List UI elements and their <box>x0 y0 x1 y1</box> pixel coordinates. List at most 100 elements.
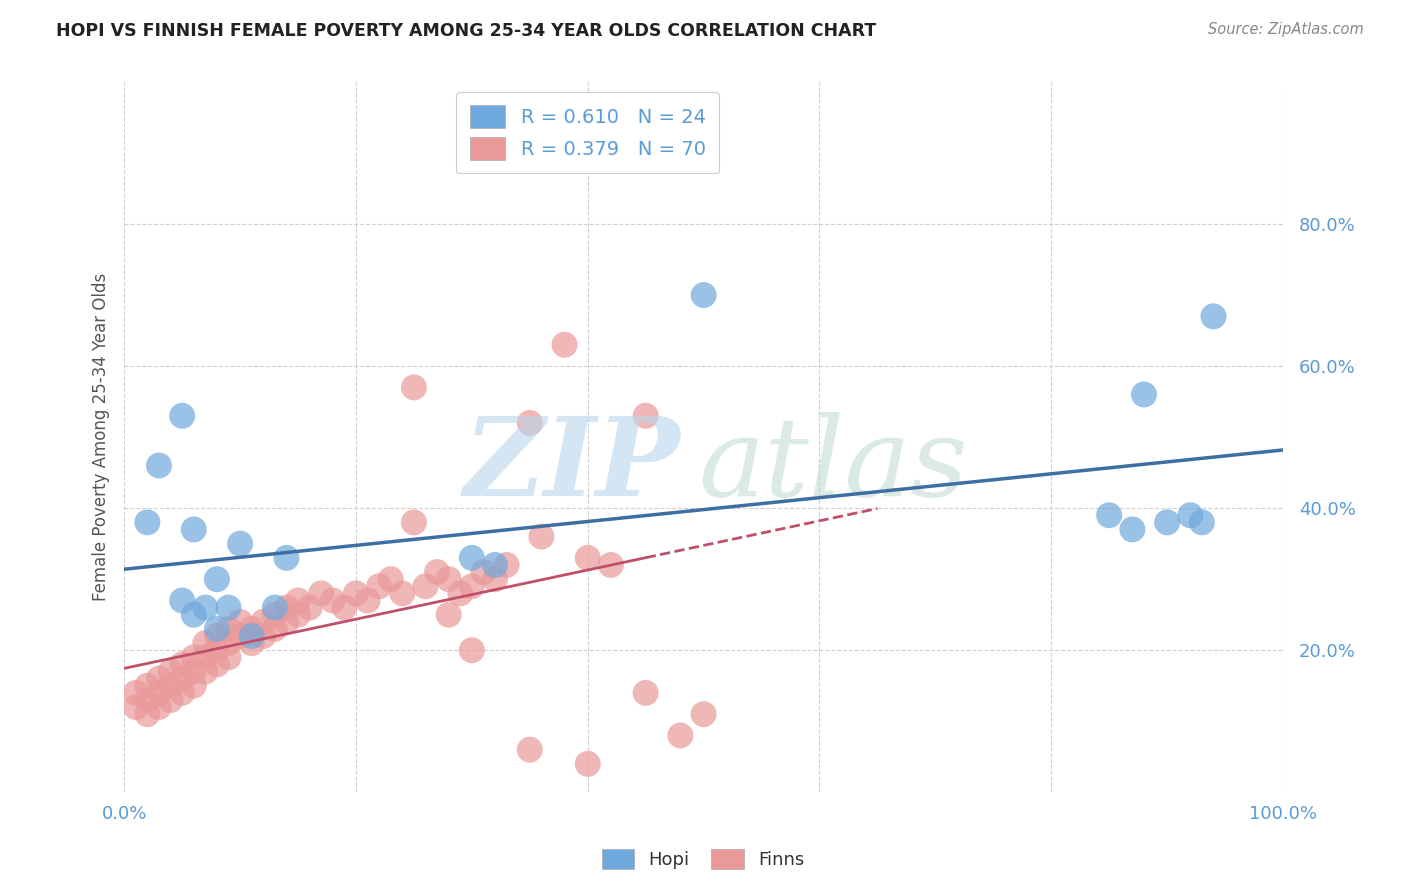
Point <box>530 530 553 544</box>
Point <box>576 550 599 565</box>
Point <box>125 700 148 714</box>
Point <box>218 650 240 665</box>
Point <box>356 593 378 607</box>
Point <box>600 558 623 572</box>
Point <box>148 686 170 700</box>
Point <box>1202 310 1225 324</box>
Point <box>298 600 321 615</box>
Point <box>252 629 274 643</box>
Point <box>183 650 205 665</box>
Point <box>576 756 599 771</box>
Point <box>159 665 181 679</box>
Point <box>205 572 228 586</box>
Point <box>159 679 181 693</box>
Point <box>1121 523 1143 537</box>
Point <box>287 607 309 622</box>
Point <box>218 636 240 650</box>
Point <box>263 600 285 615</box>
Point <box>333 600 356 615</box>
Point <box>218 622 240 636</box>
Point <box>172 409 194 423</box>
Point <box>287 593 309 607</box>
Text: atlas: atlas <box>697 412 967 519</box>
Point <box>183 679 205 693</box>
Point <box>205 629 228 643</box>
Point <box>240 636 263 650</box>
Point <box>159 693 181 707</box>
Point <box>276 600 298 615</box>
Point <box>1133 387 1156 401</box>
Point <box>276 615 298 629</box>
Point <box>1180 508 1202 523</box>
Point <box>148 458 170 473</box>
Point <box>148 672 170 686</box>
Point <box>172 672 194 686</box>
Point <box>252 615 274 629</box>
Point <box>148 700 170 714</box>
Point <box>194 600 217 615</box>
Point <box>484 572 506 586</box>
Point <box>461 579 484 593</box>
Point <box>437 572 460 586</box>
Point <box>472 565 495 579</box>
Point <box>183 523 205 537</box>
Point <box>402 516 425 530</box>
Point <box>391 586 413 600</box>
Point <box>263 622 285 636</box>
Point <box>229 615 252 629</box>
Point <box>229 536 252 550</box>
Point <box>136 693 159 707</box>
Point <box>484 558 506 572</box>
Point <box>449 586 471 600</box>
Point <box>240 629 263 643</box>
Point <box>1191 516 1213 530</box>
Text: Source: ZipAtlas.com: Source: ZipAtlas.com <box>1208 22 1364 37</box>
Point <box>495 558 517 572</box>
Point <box>461 550 484 565</box>
Point <box>205 657 228 672</box>
Point <box>402 380 425 394</box>
Text: ZIP: ZIP <box>464 412 681 519</box>
Point <box>205 643 228 657</box>
Point <box>1098 508 1121 523</box>
Point <box>172 593 194 607</box>
Point <box>380 572 402 586</box>
Point <box>554 337 576 351</box>
Y-axis label: Female Poverty Among 25-34 Year Olds: Female Poverty Among 25-34 Year Olds <box>93 273 110 601</box>
Point <box>194 636 217 650</box>
Legend: Hopi, Finns: Hopi, Finns <box>592 839 814 879</box>
Point <box>205 622 228 636</box>
Point <box>194 650 217 665</box>
Point <box>634 686 657 700</box>
Point <box>172 657 194 672</box>
Text: HOPI VS FINNISH FEMALE POVERTY AMONG 25-34 YEAR OLDS CORRELATION CHART: HOPI VS FINNISH FEMALE POVERTY AMONG 25-… <box>56 22 876 40</box>
Legend: R = 0.610   N = 24, R = 0.379   N = 70: R = 0.610 N = 24, R = 0.379 N = 70 <box>457 92 718 173</box>
Point <box>437 607 460 622</box>
Point <box>461 643 484 657</box>
Point <box>183 607 205 622</box>
Point <box>692 288 714 302</box>
Point <box>415 579 437 593</box>
Point <box>172 686 194 700</box>
Point <box>692 707 714 722</box>
Point <box>194 665 217 679</box>
Point <box>634 409 657 423</box>
Point <box>183 665 205 679</box>
Point <box>309 586 332 600</box>
Point <box>263 607 285 622</box>
Point <box>276 550 298 565</box>
Point <box>125 686 148 700</box>
Point <box>519 416 541 430</box>
Point <box>136 516 159 530</box>
Point <box>368 579 391 593</box>
Point <box>426 565 449 579</box>
Point <box>669 729 692 743</box>
Point <box>136 707 159 722</box>
Point <box>1156 516 1178 530</box>
Point <box>344 586 367 600</box>
Point <box>322 593 344 607</box>
Point <box>240 622 263 636</box>
Point <box>519 742 541 756</box>
Point <box>218 600 240 615</box>
Point <box>136 679 159 693</box>
